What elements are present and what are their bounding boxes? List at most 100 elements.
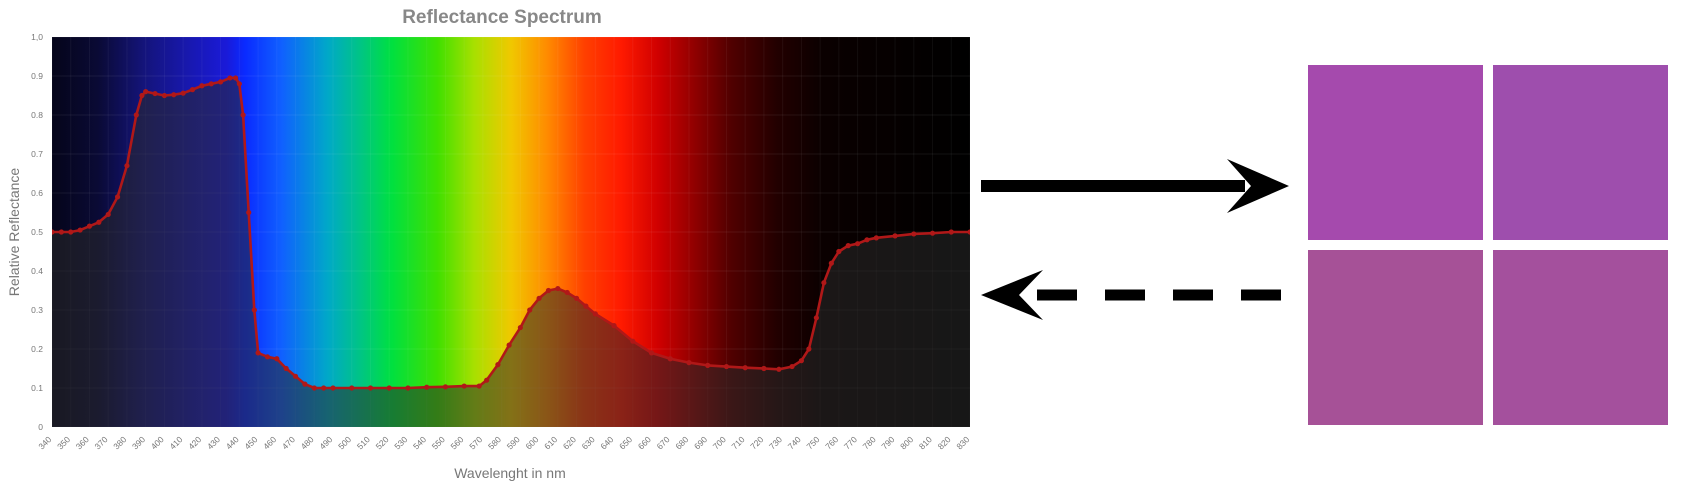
data-point xyxy=(124,163,130,169)
data-point xyxy=(461,383,467,389)
data-point xyxy=(742,365,748,371)
data-point xyxy=(555,285,561,292)
data-point xyxy=(96,219,102,225)
data-point xyxy=(227,75,233,81)
data-point xyxy=(723,363,730,370)
x-tick-label: 560 xyxy=(448,434,465,451)
data-point xyxy=(798,358,804,364)
data-point xyxy=(52,229,55,235)
x-tick-label: 600 xyxy=(523,434,540,451)
y-tick-label: 0.4 xyxy=(31,266,43,276)
data-point xyxy=(967,229,970,235)
data-point xyxy=(476,383,482,389)
data-point xyxy=(246,209,252,216)
data-point xyxy=(208,81,214,87)
x-tick-label: 460 xyxy=(261,434,278,451)
x-tick-label: 590 xyxy=(505,434,522,451)
data-point xyxy=(806,346,812,352)
data-point xyxy=(367,385,374,391)
data-point xyxy=(854,241,861,247)
x-tick-label: 730 xyxy=(767,434,784,451)
arrows-diagram xyxy=(981,159,1289,320)
data-point xyxy=(236,81,242,87)
x-tick-label: 390 xyxy=(130,434,147,451)
data-point xyxy=(311,385,317,391)
color-swatch-grid xyxy=(1308,65,1674,425)
data-point xyxy=(517,324,523,331)
x-tick-label: 340 xyxy=(36,434,53,451)
x-tick-label: 430 xyxy=(205,434,222,451)
x-tick-label: 740 xyxy=(786,434,803,451)
data-point xyxy=(292,373,299,379)
x-tick-label: 530 xyxy=(392,434,409,451)
x-tick-label: 780 xyxy=(861,434,878,451)
x-tick-label: 630 xyxy=(580,434,597,451)
x-tick-label: 400 xyxy=(149,434,166,451)
data-point xyxy=(218,79,224,85)
data-point xyxy=(911,231,917,237)
data-point xyxy=(58,229,64,235)
data-point xyxy=(573,295,580,301)
x-axis-label: Wavelenght in nm xyxy=(454,465,566,481)
x-tick-label: 610 xyxy=(542,434,559,451)
x-tick-label: 760 xyxy=(823,434,840,451)
data-point xyxy=(892,233,898,239)
data-point xyxy=(527,307,533,313)
data-point xyxy=(143,89,149,95)
data-point xyxy=(133,112,139,118)
y-tick-label: 0.6 xyxy=(31,188,43,198)
data-point xyxy=(386,385,392,391)
data-point xyxy=(321,385,327,391)
data-point xyxy=(152,90,158,97)
color-swatch-bottom-right xyxy=(1493,250,1668,425)
x-tick-label: 770 xyxy=(842,434,859,451)
y-tick-label: 0.2 xyxy=(31,344,43,354)
data-point xyxy=(302,381,308,387)
color-swatch-top-right xyxy=(1493,65,1668,240)
data-point xyxy=(813,315,819,321)
data-point xyxy=(705,362,711,368)
x-tick-label: 790 xyxy=(879,434,896,451)
data-point xyxy=(686,360,692,366)
forward-arrow-icon xyxy=(981,159,1289,213)
under-curve-shading xyxy=(52,77,970,427)
data-point xyxy=(545,287,552,294)
reflectance-chart: Reflectance Spectrum 0 0.1 0.2 0.3 0.4 0.5 0.6… xyxy=(6,7,972,481)
data-point xyxy=(442,384,449,390)
data-point xyxy=(233,75,239,81)
data-point xyxy=(189,87,196,93)
data-point xyxy=(105,211,111,218)
y-tick-label: 0.3 xyxy=(31,305,43,315)
data-point xyxy=(873,235,879,241)
x-tick-label: 750 xyxy=(804,434,821,451)
x-tick-label: 580 xyxy=(486,434,503,451)
y-tick-label: 0.5 xyxy=(31,227,43,237)
x-tick-label: 350 xyxy=(55,434,72,451)
x-tick-label: 510 xyxy=(355,434,372,451)
y-axis-label: Relative Reflectance xyxy=(6,168,22,297)
y-tick-label: 0 xyxy=(38,422,43,432)
x-tick-label: 720 xyxy=(748,434,765,451)
data-point xyxy=(330,385,336,391)
data-point xyxy=(592,311,598,317)
color-swatch-top-left xyxy=(1308,65,1483,240)
data-point xyxy=(161,92,168,99)
x-tick-label: 700 xyxy=(711,434,728,451)
x-tick-label: 570 xyxy=(467,434,484,451)
x-tick-label: 660 xyxy=(636,434,653,451)
data-point xyxy=(68,229,74,235)
data-point xyxy=(828,260,834,266)
data-point xyxy=(836,248,842,255)
y-tick-label: 1,0 xyxy=(31,32,43,42)
x-tick-label: 540 xyxy=(411,434,428,451)
return-arrow-icon xyxy=(981,270,1281,320)
data-point xyxy=(255,350,261,356)
x-tick-label: 640 xyxy=(598,434,615,451)
x-tick-label: 490 xyxy=(317,434,334,451)
x-tick-label: 500 xyxy=(336,434,353,451)
x-tick-label: 680 xyxy=(673,434,690,451)
data-point xyxy=(648,350,655,356)
x-tick-label: 830 xyxy=(954,434,971,451)
data-point xyxy=(171,92,177,98)
data-point xyxy=(86,223,93,229)
